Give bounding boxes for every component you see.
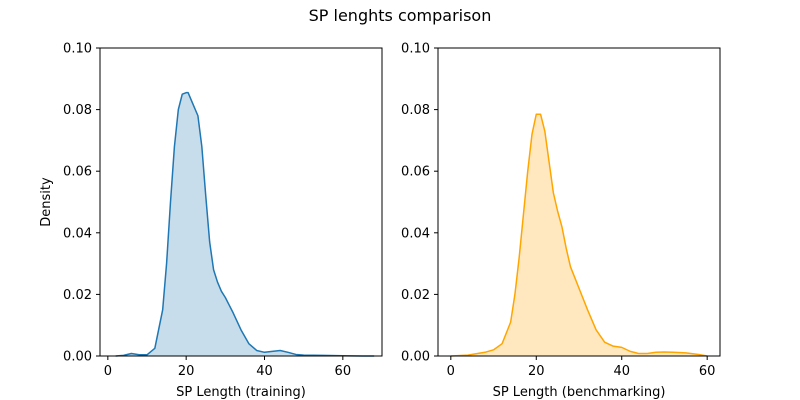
x-tick-label: 20 (178, 364, 195, 379)
y-tick-label: 0.06 (401, 165, 430, 180)
y-tick-label: 0.02 (63, 288, 92, 303)
subplot-2: 0 20 40 60 0.00 0.02 0.04 0.06 0.08 0.10 SP Length… (401, 42, 721, 400)
x-tick-label: 40 (613, 364, 630, 379)
y-axis-label: Density (39, 177, 54, 227)
y-tick-label: 0.10 (401, 42, 430, 57)
y-tick-label: 0.00 (401, 350, 430, 365)
subplot-1: 0 20 40 60 0.00 0.02 0.04 0.06 0.08 0.10 SP Length… (39, 42, 383, 400)
x-tick-label: 20 (528, 364, 545, 379)
x-axis-label: SP Length (benchmarking) (493, 385, 666, 400)
y-tick-label: 0.08 (401, 103, 430, 118)
density-area (450, 114, 708, 356)
density-area (115, 92, 375, 356)
y-tick-label: 0.06 (63, 165, 92, 180)
axes-frame (437, 47, 721, 357)
x-tick-label: 60 (699, 364, 716, 379)
y-tick-label: 0.02 (401, 288, 430, 303)
axes-frame (99, 47, 383, 357)
x-tick-label: 40 (256, 364, 273, 379)
x-tick-label: 0 (104, 364, 112, 379)
x-tick-label: 60 (335, 364, 352, 379)
density-line (115, 91, 375, 357)
y-tick-label: 0.08 (63, 103, 92, 118)
y-tick-label: 0.04 (401, 226, 430, 241)
y-tick-label: 0.00 (63, 350, 92, 365)
density-line (450, 113, 708, 357)
x-tick-label: 0 (447, 364, 455, 379)
y-tick-label: 0.10 (63, 42, 92, 57)
y-tick-label: 0.04 (63, 226, 92, 241)
figure-title: SP lenghts comparison (308, 6, 492, 25)
x-axis-label: SP Length (training) (176, 385, 306, 400)
